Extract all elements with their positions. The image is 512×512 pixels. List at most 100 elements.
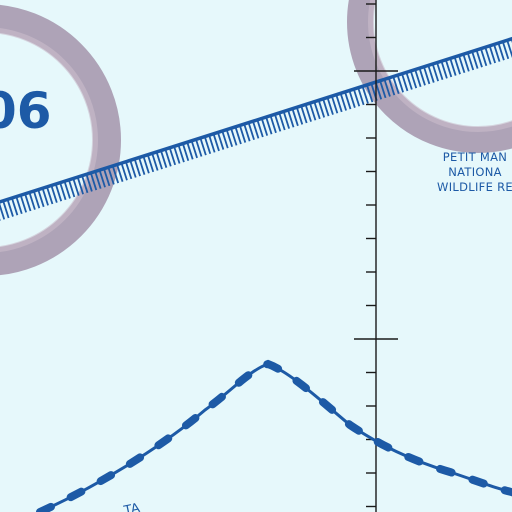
hatch-tick bbox=[396, 74, 404, 93]
hatch-tick bbox=[501, 41, 510, 60]
hatch-tick bbox=[366, 84, 374, 103]
hatch-tick bbox=[322, 98, 330, 117]
hatch-tick bbox=[238, 125, 247, 143]
hatch-tick bbox=[335, 94, 343, 113]
hatch-tick bbox=[256, 119, 264, 138]
hatch-tick bbox=[313, 101, 321, 120]
hatch-tick bbox=[344, 91, 352, 110]
hatch-tick bbox=[85, 174, 93, 192]
hatch-tick bbox=[379, 80, 387, 99]
hatch-tick bbox=[252, 120, 260, 139]
hatch-tick bbox=[203, 136, 212, 155]
hatch-tick bbox=[138, 157, 146, 175]
hatch-tick bbox=[427, 65, 435, 83]
hatch-tick bbox=[230, 127, 238, 146]
hatch-tick bbox=[484, 46, 492, 65]
hatch-tick bbox=[405, 72, 413, 90]
hatch-tick bbox=[50, 185, 58, 203]
hatch-tick bbox=[357, 87, 365, 106]
hatch-tick bbox=[94, 171, 102, 189]
hatch-tick bbox=[436, 62, 444, 81]
hatch-tick bbox=[11, 197, 19, 216]
airspace-number-label: 06 bbox=[0, 82, 52, 140]
hatch-tick bbox=[72, 178, 80, 196]
hatch-tick bbox=[392, 76, 400, 94]
hatch-tick bbox=[41, 187, 49, 206]
hatch-tick bbox=[295, 107, 304, 125]
hatch-tick bbox=[133, 158, 141, 177]
boundary-fragment-label: TA bbox=[122, 501, 142, 512]
hatch-tick bbox=[291, 108, 299, 127]
hatch-tick bbox=[54, 183, 63, 202]
hatch-tick bbox=[383, 79, 391, 97]
hatch-tick bbox=[0, 203, 6, 220]
hatch-tick bbox=[19, 194, 28, 213]
airspace-rings bbox=[0, 0, 512, 276]
hatch-tick bbox=[98, 169, 106, 188]
hatch-tick bbox=[493, 44, 501, 62]
hatch-tick bbox=[265, 116, 273, 135]
hatch-tick bbox=[440, 60, 448, 79]
hatch-tick bbox=[217, 132, 225, 150]
hatch-tick bbox=[63, 180, 71, 199]
hatch-tick bbox=[168, 147, 177, 166]
hatch-tick bbox=[304, 104, 312, 122]
wildlife-refuge-label: PETIT MAN NATIONA WILDLIFE RE bbox=[400, 150, 512, 195]
refuge-label-line-3: WILDLIFE RE bbox=[437, 180, 512, 194]
hatch-tick bbox=[32, 190, 41, 209]
hatch-tick bbox=[352, 88, 361, 107]
airspace-ring-right bbox=[347, 0, 512, 153]
hatch-tick bbox=[125, 161, 133, 180]
hatch-tick bbox=[361, 86, 369, 104]
hatch-tick bbox=[449, 58, 457, 76]
hatch-tick bbox=[208, 134, 216, 153]
hatch-tick bbox=[462, 53, 470, 72]
hatch-tick bbox=[309, 102, 317, 121]
hatch-tick bbox=[497, 42, 505, 61]
hatch-tick bbox=[278, 112, 286, 131]
hatch-tick bbox=[177, 144, 185, 163]
hatch-tick bbox=[471, 51, 479, 69]
hatch-tick bbox=[326, 97, 334, 115]
hatch-tick bbox=[274, 113, 282, 132]
airspace-ring-left-inner bbox=[0, 28, 98, 252]
hatch-tick bbox=[431, 63, 440, 82]
hatch-tick bbox=[160, 150, 168, 168]
hatch-tick bbox=[151, 153, 159, 171]
hatch-tick bbox=[475, 49, 483, 68]
hatch-tick bbox=[243, 123, 251, 142]
hatch-tick bbox=[120, 162, 128, 181]
hatch-tick bbox=[387, 77, 396, 96]
hatch-tick bbox=[348, 90, 356, 108]
hatch-tick bbox=[89, 172, 98, 191]
hatch-tick bbox=[409, 70, 418, 89]
boundary-curve-dashes bbox=[36, 359, 512, 512]
hatch-tick bbox=[142, 155, 150, 174]
hatch-tick bbox=[247, 122, 255, 141]
hatch-tick bbox=[173, 146, 181, 164]
hatch-tick bbox=[146, 154, 155, 173]
hatch-tick bbox=[24, 193, 32, 212]
hatch-tick bbox=[221, 130, 229, 149]
hatch-tick bbox=[453, 56, 461, 75]
hatch-tick bbox=[466, 52, 475, 71]
hatch-tick bbox=[103, 168, 111, 187]
hatch-tick bbox=[2, 200, 10, 219]
hatch-tick bbox=[418, 67, 426, 86]
hatch-tick bbox=[339, 93, 347, 111]
hatch-tick bbox=[6, 199, 14, 217]
hatch-tick bbox=[129, 160, 137, 178]
hatch-tick bbox=[116, 164, 124, 182]
hatch-tick bbox=[190, 140, 198, 159]
hatch-tick bbox=[269, 115, 277, 134]
hatch-tick bbox=[317, 100, 326, 118]
dashed-boundary-curve bbox=[36, 359, 512, 512]
hatch-tick bbox=[195, 139, 203, 157]
boundary-curve-base bbox=[39, 362, 512, 512]
hatch-tick bbox=[401, 73, 409, 92]
hatch-tick bbox=[300, 105, 308, 124]
hatch-tick bbox=[59, 182, 67, 201]
airspace-ring-left bbox=[0, 4, 121, 276]
